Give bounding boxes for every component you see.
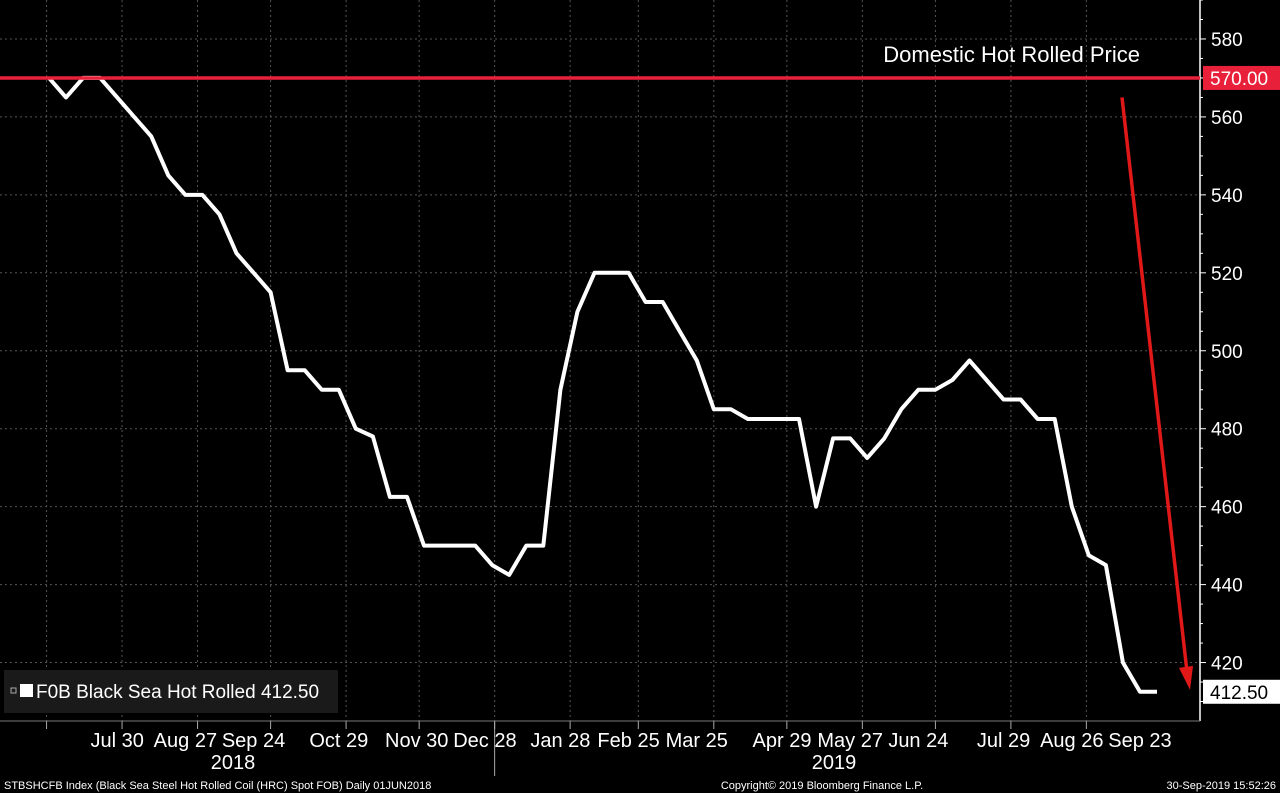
footer-right: 30-Sep-2019 15:52:26 [1167, 780, 1276, 792]
y-tick-label: 540 [1211, 186, 1243, 207]
x-tick-label: Apr 29 [753, 730, 812, 752]
x-tick-label: Aug 26 [1040, 730, 1103, 752]
y-tick-label: 500 [1211, 342, 1243, 363]
grid [0, 0, 1200, 721]
x-tick-label: Nov 30 [385, 730, 448, 752]
x-tick-label: Mar 25 [666, 730, 728, 752]
legend-box [4, 670, 338, 713]
annotation-arrow-head [1179, 665, 1193, 690]
fob-value-label: 412.50 [1210, 683, 1268, 704]
x-tick-label: Aug 27 [154, 730, 217, 752]
x-tick-label: Jan 28 [530, 730, 590, 752]
x-tick-label: Feb 25 [597, 730, 659, 752]
x-tick-label: Sep 24 [222, 730, 285, 752]
x-tick-label: Oct 29 [309, 730, 368, 752]
annotation-domestic-label: Domestic Hot Rolled Price [883, 42, 1140, 67]
x-year-label: 2018 [211, 752, 256, 774]
y-tick-label: 580 [1211, 30, 1243, 51]
legend-label: F0B Black Sea Hot Rolled 412.50 [36, 682, 319, 703]
x-tick-label: May 27 [817, 730, 883, 752]
annotation-arrow-shaft [1120, 97, 1189, 673]
footer-left: STBSHCFB Index (Black Sea Steel Hot Roll… [4, 780, 431, 792]
domestic-value-tag [1203, 65, 1280, 90]
legend-swatch [20, 684, 33, 697]
x-axis: Jul 30 Aug 27 Sep 24 Oct 29 Nov 30 Dec 28 Jan … [46, 721, 1172, 776]
y-tick-label: 460 [1211, 498, 1243, 519]
y-tick-label: 560 [1211, 108, 1243, 129]
y-axis: 420 440 460 480 500 520 540 560 580 [1200, 0, 1243, 703]
footer: STBSHCFB Index (Black Sea Steel Hot Roll… [4, 780, 1276, 792]
x-tick-label: Dec 28 [453, 730, 516, 752]
y-tick-label: 480 [1211, 420, 1243, 441]
y-tick-label: 420 [1211, 654, 1243, 675]
fob-value-tag [1203, 679, 1280, 704]
domestic-value-label: 570.00 [1210, 69, 1268, 90]
x-tick-label: Jun 24 [888, 730, 948, 752]
y-tick-label: 440 [1211, 576, 1243, 597]
legend-checkbox [10, 687, 17, 694]
annotations-layer: Domestic Hot Rolled Price F0B Black Sea H… [4, 42, 1193, 713]
y-tick-label: 520 [1211, 264, 1243, 285]
series-line-fob-black-sea [47, 75, 1157, 694]
x-tick-label: Sep 23 [1108, 730, 1171, 752]
x-tick-label: Jul 29 [977, 730, 1030, 752]
x-tick-label: Jul 30 [90, 730, 143, 752]
series-layer: 570.00 412.50 [0, 65, 1280, 704]
x-year-label: 2019 [812, 752, 857, 774]
footer-center: Copyright© 2019 Bloomberg Finance L.P. [721, 780, 923, 792]
